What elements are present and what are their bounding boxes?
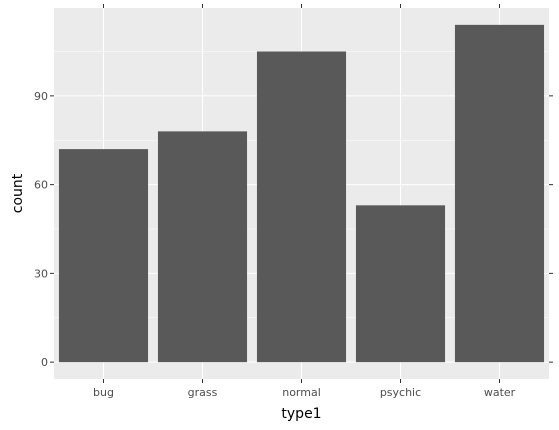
x-tick-label: grass [188, 386, 218, 399]
bar-psychic [355, 205, 446, 363]
x-axis-ticks [103, 379, 500, 383]
y-tick-label: 30 [34, 267, 48, 280]
y-axis-ticks [50, 95, 54, 363]
bars [58, 24, 545, 363]
x-tick-label: normal [282, 386, 321, 399]
y-tick-label: 60 [34, 179, 48, 192]
x-axis-title: type1 [281, 406, 321, 422]
x-tick-label: psychic [380, 386, 421, 399]
right-axis-ticks [549, 95, 553, 363]
y-tick-label: 0 [41, 356, 48, 369]
bar-grass [157, 131, 248, 363]
y-axis-tick-labels: 0 30 60 90 [34, 90, 48, 369]
top-axis-ticks [103, 4, 500, 8]
x-tick-label: water [484, 386, 516, 399]
bar-water [454, 24, 545, 363]
y-tick-label: 90 [34, 90, 48, 103]
x-axis-tick-labels: bug grass normal psychic water [93, 386, 516, 399]
y-axis-title: count [10, 173, 26, 213]
x-tick-label: bug [93, 386, 114, 399]
bar-normal [256, 51, 347, 363]
bar-bug [58, 149, 149, 363]
